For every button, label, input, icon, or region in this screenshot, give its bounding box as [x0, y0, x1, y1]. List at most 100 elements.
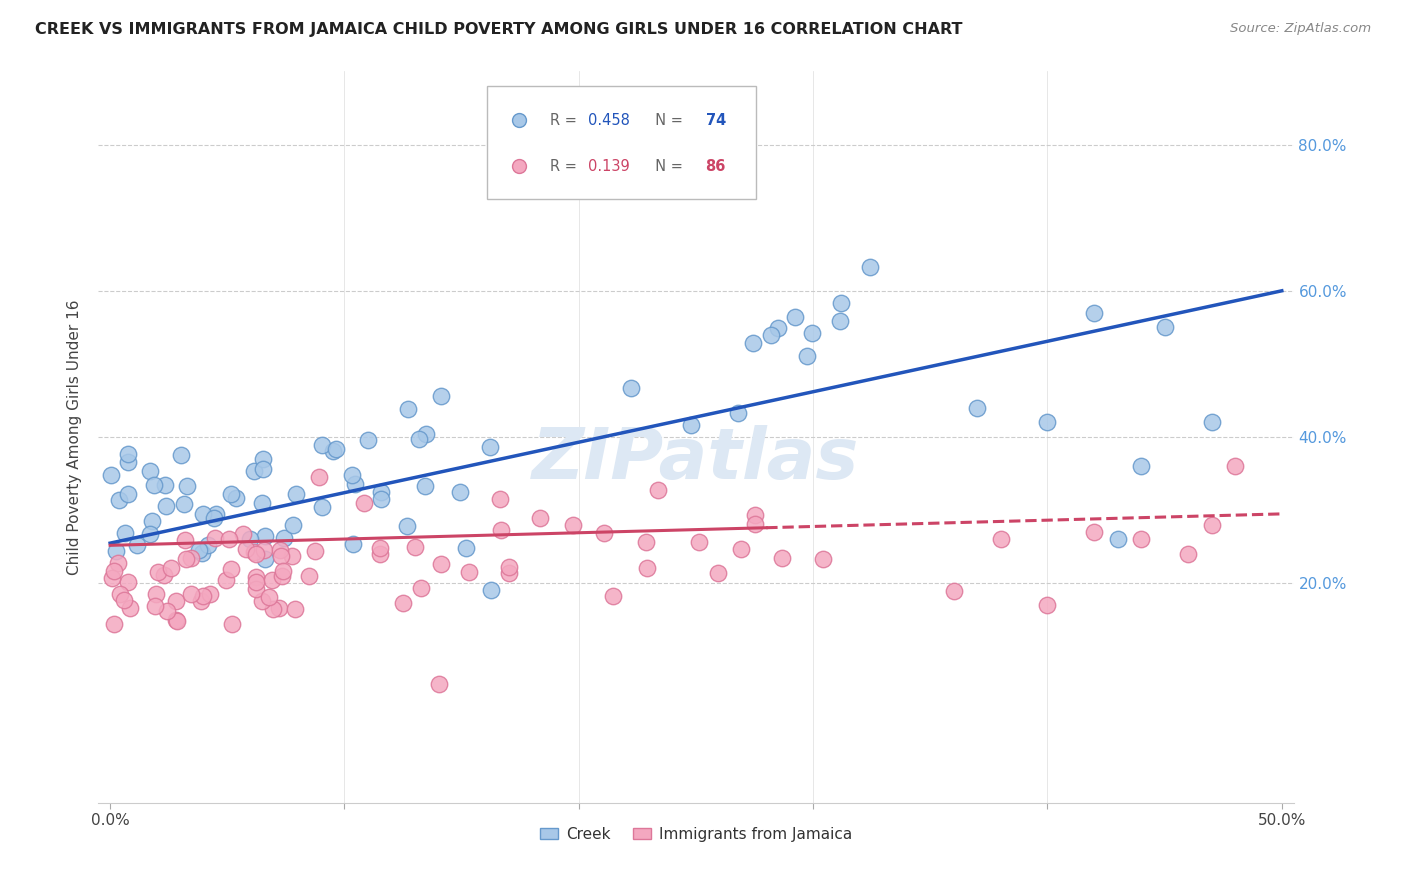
Point	[270, 549, 292, 564]
Point	[269, 542, 291, 557]
Point	[1153, 320, 1175, 334]
Point	[1083, 306, 1105, 320]
Point	[479, 440, 502, 454]
Point	[859, 260, 882, 275]
Point	[620, 381, 643, 395]
Point	[180, 586, 202, 600]
Point	[479, 582, 502, 597]
Point	[108, 587, 131, 601]
Point	[232, 527, 254, 541]
Text: 0.458: 0.458	[589, 113, 630, 128]
Point	[742, 336, 765, 351]
Point	[1083, 525, 1105, 540]
Text: N =: N =	[645, 159, 688, 174]
Point	[449, 485, 471, 500]
Point	[145, 587, 167, 601]
Point	[205, 507, 228, 521]
Point	[761, 328, 783, 343]
Point	[429, 677, 451, 691]
Point	[562, 517, 585, 532]
Point	[1130, 459, 1153, 474]
Point	[100, 468, 122, 483]
Point	[342, 537, 364, 551]
Point	[120, 601, 142, 615]
Point	[141, 514, 163, 528]
Point	[193, 590, 215, 604]
Point	[235, 541, 257, 556]
Point	[298, 569, 321, 583]
Point	[155, 499, 177, 513]
Point	[785, 310, 807, 324]
Point	[707, 566, 730, 581]
Point	[101, 571, 124, 585]
Point	[143, 477, 166, 491]
Point	[173, 533, 195, 547]
Point	[1223, 459, 1246, 474]
Text: N =: N =	[645, 113, 688, 128]
Point	[924, 40, 946, 54]
Point	[197, 538, 219, 552]
Point	[221, 617, 243, 632]
Point	[392, 596, 415, 610]
Point	[188, 543, 211, 558]
Point	[108, 493, 131, 508]
Point	[529, 511, 551, 525]
Point	[252, 451, 274, 466]
Point	[730, 542, 752, 557]
FancyBboxPatch shape	[486, 86, 756, 200]
Point	[1107, 533, 1129, 547]
Point	[408, 432, 430, 446]
Point	[250, 496, 273, 510]
Point	[1036, 599, 1059, 613]
Point	[146, 565, 169, 579]
Point	[395, 519, 418, 533]
Point	[245, 574, 267, 589]
Point	[117, 454, 139, 468]
Text: 74: 74	[706, 113, 725, 128]
Point	[458, 565, 481, 579]
Point	[176, 479, 198, 493]
Point	[322, 444, 344, 458]
Point	[273, 531, 295, 545]
Point	[304, 544, 326, 558]
Point	[117, 487, 139, 501]
Text: ZIPatlas: ZIPatlas	[533, 425, 859, 493]
Text: R =: R =	[550, 159, 582, 174]
Point	[744, 508, 766, 522]
Point	[368, 547, 391, 561]
Point	[107, 556, 129, 570]
Point	[1130, 533, 1153, 547]
Text: Source: ZipAtlas.com: Source: ZipAtlas.com	[1230, 22, 1371, 36]
Point	[112, 592, 135, 607]
Point	[202, 511, 225, 525]
Point	[218, 533, 240, 547]
Point	[1201, 517, 1223, 532]
Point	[498, 559, 520, 574]
Point	[311, 500, 333, 515]
Point	[190, 546, 212, 560]
Point	[1036, 416, 1059, 430]
Point	[254, 552, 277, 566]
Text: 86: 86	[706, 159, 725, 174]
Point	[267, 601, 290, 615]
Point	[634, 535, 657, 549]
Point	[308, 470, 330, 484]
Point	[239, 532, 262, 546]
Point	[284, 487, 307, 501]
Text: CREEK VS IMMIGRANTS FROM JAMAICA CHILD POVERTY AMONG GIRLS UNDER 16 CORRELATION : CREEK VS IMMIGRANTS FROM JAMAICA CHILD P…	[35, 22, 963, 37]
Point	[103, 616, 125, 631]
Point	[325, 442, 347, 456]
Point	[245, 548, 267, 562]
Point	[942, 583, 965, 598]
Text: 0.139: 0.139	[589, 159, 630, 174]
Point	[281, 517, 304, 532]
Point	[219, 562, 242, 576]
Point	[498, 566, 520, 580]
Point	[636, 561, 658, 575]
Point	[271, 564, 294, 578]
Point	[139, 527, 162, 541]
Point	[415, 427, 437, 442]
Point	[143, 599, 166, 613]
Point	[353, 496, 375, 510]
Point	[396, 402, 419, 417]
